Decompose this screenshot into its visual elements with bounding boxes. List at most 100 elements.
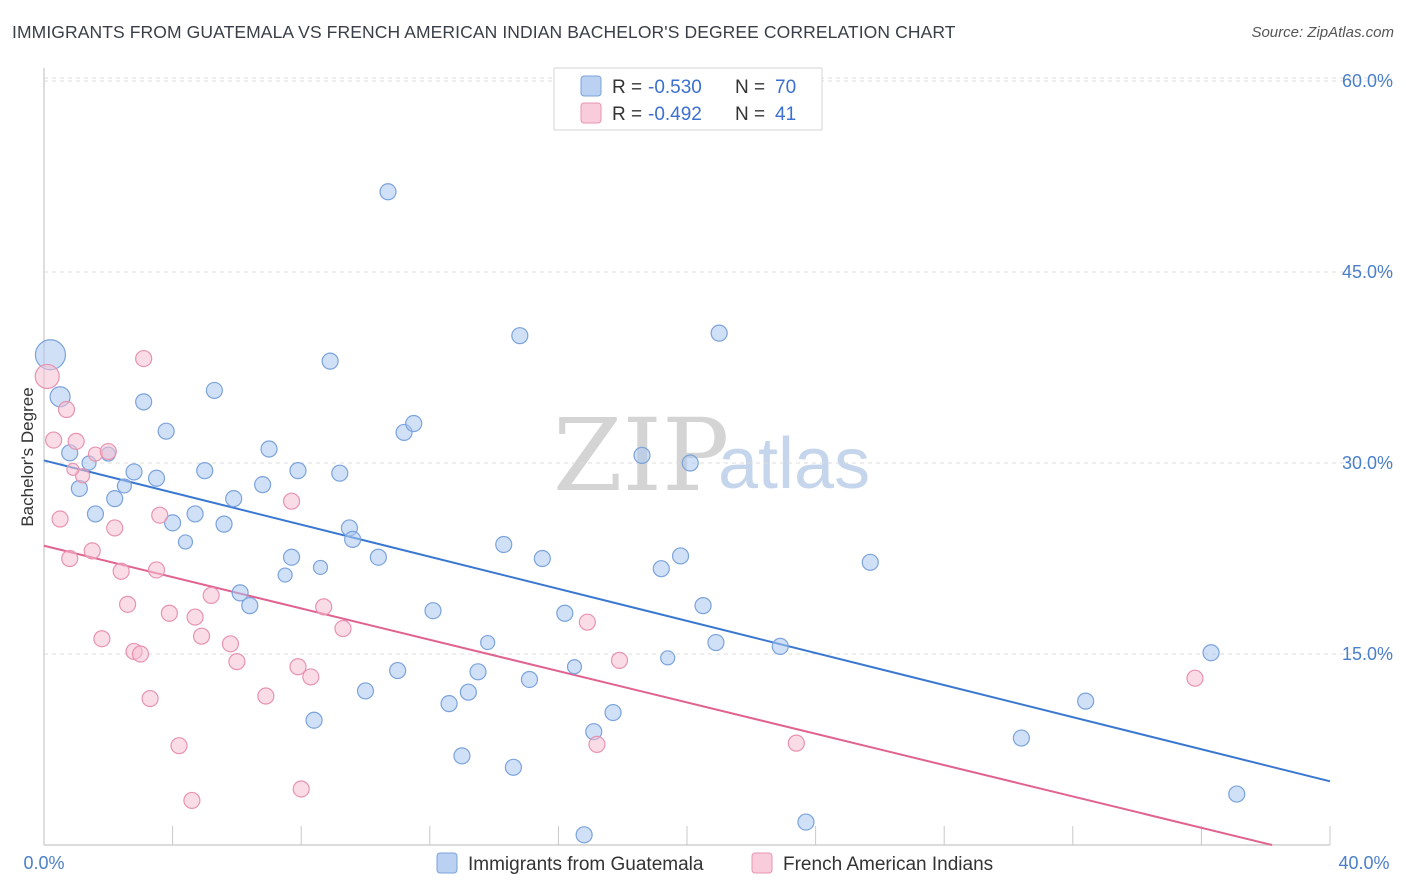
point-guatemala	[694, 597, 712, 615]
series-legend: Immigrants from Guatemala French America…	[436, 852, 993, 875]
point-guatemala	[86, 505, 105, 523]
legend-r-value-1: -0.530	[648, 77, 702, 98]
point-guatemala	[260, 440, 278, 458]
point-guatemala	[504, 758, 522, 776]
point-french-american-indians	[315, 598, 333, 616]
point-french-american-indians	[74, 468, 91, 484]
point-guatemala	[480, 634, 496, 651]
point-french-american-indians	[151, 506, 169, 524]
point-guatemala	[147, 469, 166, 487]
watermark-atlas: atlas	[718, 424, 870, 504]
y-axis-label: Bachelor's Degree	[18, 387, 37, 526]
point-french-american-indians	[99, 442, 117, 461]
point-guatemala	[231, 584, 249, 602]
trend-line-french-american-indians	[43, 544, 1273, 846]
point-guatemala	[164, 514, 182, 532]
x-tick-marks	[43, 826, 1331, 845]
point-guatemala	[321, 352, 339, 370]
point-french-american-indians	[45, 431, 63, 449]
point-guatemala	[453, 747, 471, 765]
points-layer	[34, 183, 1246, 844]
point-french-american-indians	[257, 687, 275, 705]
point-guatemala	[369, 548, 387, 566]
trend-line-guatemala	[43, 459, 1331, 783]
series-legend-swatch-guatemala	[436, 852, 458, 874]
point-guatemala	[459, 683, 477, 701]
point-guatemala	[289, 462, 307, 480]
point-french-american-indians	[61, 549, 79, 568]
y-tick-label-60: 60.0%	[1342, 71, 1393, 91]
point-french-american-indians	[578, 613, 596, 631]
point-guatemala	[566, 659, 583, 675]
point-french-american-indians	[588, 735, 606, 754]
point-guatemala	[405, 414, 423, 433]
chart-source: Source: ZipAtlas.com	[1251, 24, 1394, 41]
point-guatemala	[556, 604, 574, 622]
point-guatemala	[710, 324, 728, 342]
series-legend-swatch-french-american-indians	[751, 852, 773, 874]
point-french-american-indians	[67, 432, 85, 450]
point-guatemala	[125, 463, 143, 481]
point-guatemala	[681, 454, 699, 472]
point-french-american-indians	[183, 791, 201, 810]
point-guatemala	[356, 682, 375, 700]
point-guatemala	[282, 548, 301, 566]
point-french-american-indians	[787, 734, 805, 752]
point-guatemala	[533, 549, 551, 568]
point-guatemala	[520, 670, 539, 689]
point-guatemala	[254, 476, 272, 494]
point-guatemala	[277, 567, 293, 583]
point-guatemala	[116, 478, 132, 494]
point-french-american-indians	[202, 586, 220, 605]
point-guatemala	[305, 711, 323, 729]
series-legend-label-guatemala: Immigrants from Guatemala	[468, 854, 704, 875]
point-guatemala	[241, 597, 259, 615]
point-guatemala	[106, 490, 124, 508]
point-french-american-indians	[147, 561, 166, 579]
point-guatemala	[424, 602, 442, 620]
point-french-american-indians	[106, 519, 124, 537]
point-guatemala	[135, 393, 153, 411]
point-french-american-indians	[292, 780, 310, 798]
point-guatemala	[1228, 785, 1246, 803]
legend-swatch-french-american-indians	[580, 102, 602, 124]
point-guatemala	[660, 650, 676, 666]
point-french-american-indians	[186, 608, 204, 626]
y-tick-label-45: 45.0%	[1342, 262, 1393, 282]
point-french-american-indians	[610, 651, 629, 669]
x-tick-label-min: 0.0%	[23, 853, 64, 873]
point-french-american-indians	[228, 653, 246, 671]
point-guatemala	[205, 381, 223, 400]
trend-layer	[43, 459, 1331, 846]
y-tick-labels: 15.0% 30.0% 45.0% 60.0%	[1342, 71, 1393, 664]
point-guatemala	[511, 327, 529, 345]
point-french-american-indians	[93, 630, 111, 648]
point-french-american-indians	[34, 363, 60, 390]
point-french-american-indians	[141, 689, 159, 708]
point-french-american-indians	[66, 462, 80, 476]
watermark: ZIP atlas	[553, 397, 870, 514]
point-guatemala	[633, 446, 651, 464]
point-french-american-indians	[51, 510, 69, 528]
point-guatemala	[604, 703, 622, 722]
point-guatemala	[575, 826, 593, 844]
y-tick-label-15: 15.0%	[1342, 644, 1393, 664]
point-french-american-indians	[289, 658, 307, 676]
point-guatemala	[1202, 644, 1220, 662]
chart-title: IMMIGRANTS FROM GUATEMALA VS FRENCH AMER…	[12, 22, 956, 42]
point-guatemala	[344, 530, 362, 549]
point-guatemala	[861, 553, 879, 571]
point-french-american-indians	[302, 668, 320, 686]
point-guatemala	[440, 695, 458, 713]
point-guatemala	[389, 661, 407, 680]
point-french-american-indians	[192, 627, 211, 645]
legend-r-label-2: R =	[612, 104, 642, 125]
series-legend-label-french-american-indians: French American Indians	[783, 854, 993, 875]
point-french-american-indians	[118, 595, 137, 613]
grid-layer	[44, 77, 1392, 655]
point-french-american-indians	[160, 604, 178, 622]
legend-r-label-1: R =	[612, 77, 642, 98]
point-guatemala	[797, 813, 815, 831]
point-french-american-indians	[57, 400, 76, 419]
point-guatemala	[186, 505, 204, 523]
